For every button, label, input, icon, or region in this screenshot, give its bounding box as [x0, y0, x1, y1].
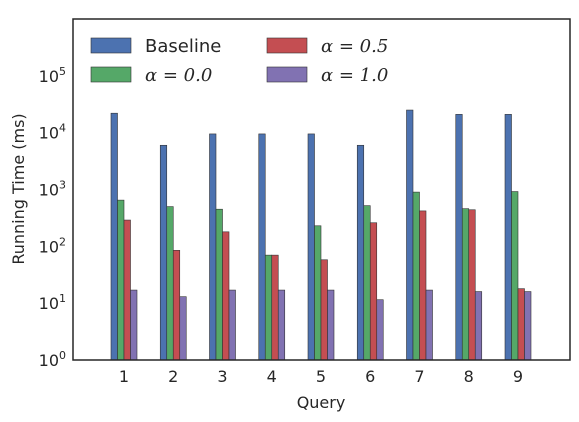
bar-q5-s2: [314, 225, 322, 361]
legend-label: α = 0.5: [321, 36, 388, 57]
y-tick-label: 103: [39, 179, 66, 200]
bar-q8-s4: [474, 291, 483, 361]
bar-q1-s1: [110, 112, 118, 361]
bar-q2-s1: [159, 144, 168, 361]
bar-q4-s4: [277, 289, 286, 361]
bar-q5-s3: [320, 259, 328, 361]
legend-label: α = 1.0: [321, 65, 388, 86]
plot-frame: [72, 18, 571, 361]
bar-q1-s4: [130, 289, 138, 361]
y-tick-labels: 100 101 102 103 104 105: [39, 65, 66, 370]
legend: Baseline α = 0.0 α = 0.5 α = 1.0: [90, 36, 388, 86]
x-tick-label: 5: [316, 367, 326, 386]
bar-q6-s3: [369, 222, 378, 361]
bar-q3-s1: [209, 133, 217, 361]
bar-q3-s3: [222, 231, 230, 361]
y-tick-label: 102: [39, 235, 66, 256]
bar-q1-s2: [117, 199, 125, 361]
x-tick-label: 3: [217, 367, 227, 386]
bar-q6-s1: [356, 144, 365, 361]
bar-q5-s1: [307, 133, 315, 361]
x-tick-labels: 1 2 3 4 5 6 7 8 9: [119, 367, 523, 386]
bar-q9-s3: [517, 288, 525, 361]
legend-swatch: [90, 66, 132, 83]
bar-q4-s3: [271, 254, 279, 361]
bar-q1-s3: [123, 219, 131, 361]
legend-swatch: [266, 66, 308, 83]
legend-swatch: [90, 37, 132, 54]
bar-q8-s2: [461, 208, 470, 361]
x-tick-label: 1: [119, 367, 129, 386]
bar-q5-s4: [327, 289, 335, 361]
bar-q7-s3: [419, 210, 427, 361]
bar-q2-s2: [166, 206, 174, 361]
bar-q7-s4: [425, 289, 433, 361]
bar-q6-s4: [376, 299, 384, 361]
bar-q9-s1: [504, 114, 512, 361]
bar-q9-s4: [524, 291, 532, 361]
bar-q4-s2: [264, 254, 273, 361]
bar-q9-s2: [511, 191, 519, 361]
bar-q6-s2: [363, 205, 371, 361]
bar-q3-s2: [215, 208, 223, 361]
x-tick-label: 9: [513, 367, 523, 386]
y-tick-label: 104: [39, 122, 66, 143]
y-tick-label: 105: [39, 65, 66, 86]
bar-q7-s1: [406, 109, 414, 361]
bar-q2-s3: [172, 250, 181, 361]
legend-label: Baseline: [145, 36, 221, 57]
x-tick-label: 7: [414, 367, 424, 386]
bar-q4-s1: [258, 133, 266, 361]
bar-q2-s4: [179, 296, 187, 361]
bars-group: [110, 109, 532, 361]
legend-label: α = 0.0: [145, 65, 212, 86]
x-tick-label: 6: [365, 367, 375, 386]
x-tick-label: 2: [168, 367, 178, 386]
bar-q3-s4: [228, 289, 236, 361]
y-axis-label: Running Time (ms): [9, 113, 28, 264]
legend-swatch: [266, 37, 308, 54]
y-tick-label: 101: [39, 292, 66, 313]
bar-q8-s1: [455, 114, 463, 361]
y-tick-label: 100: [39, 349, 66, 370]
x-tick-label: 8: [464, 367, 474, 386]
x-tick-label: 4: [267, 367, 277, 386]
bar-q7-s2: [412, 191, 420, 361]
bar-q8-s3: [468, 209, 476, 361]
x-axis-label: Query: [297, 393, 346, 412]
